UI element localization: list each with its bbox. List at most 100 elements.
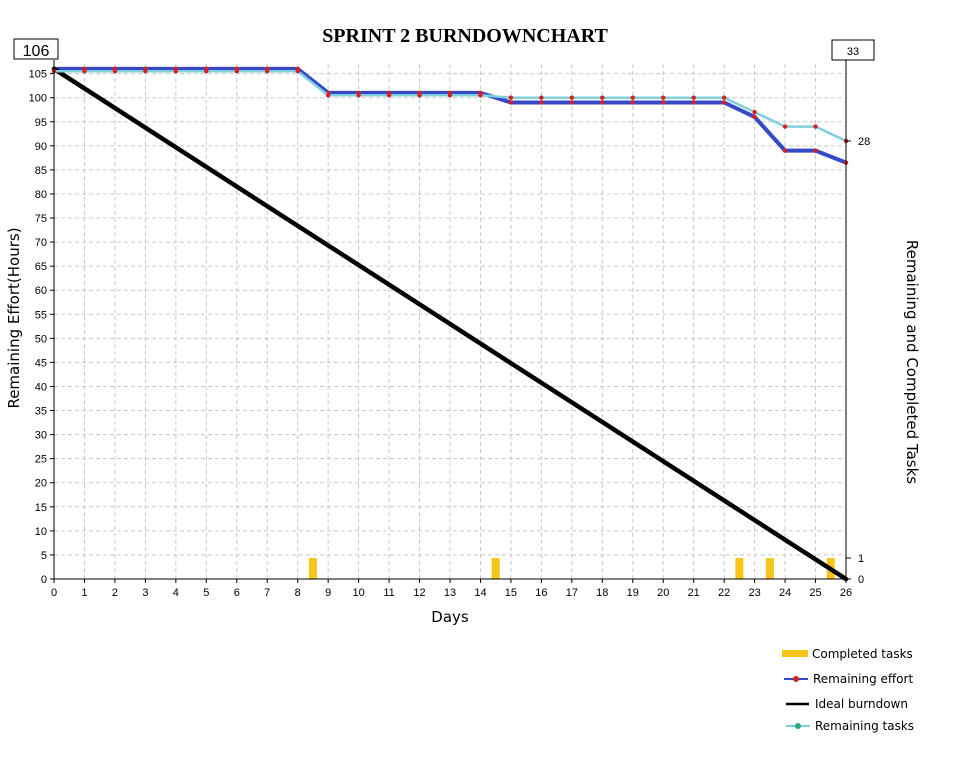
remaining-tasks-point bbox=[721, 95, 727, 100]
y-tick-label: 100 bbox=[29, 93, 47, 105]
remaining-tasks-point bbox=[417, 93, 422, 98]
x-axis-label: Days bbox=[431, 608, 469, 626]
x-tick-label: 6 bbox=[234, 587, 240, 599]
y-tick-label: 30 bbox=[35, 430, 47, 442]
remaining-tasks-point bbox=[539, 95, 544, 100]
remaining-effort-point bbox=[782, 148, 788, 153]
y-tick-label: 40 bbox=[35, 381, 47, 393]
total-tasks-label: 33 bbox=[847, 46, 859, 58]
remaining-tasks-point bbox=[325, 93, 331, 98]
remaining-effort-point bbox=[661, 100, 666, 105]
remaining-tasks-point bbox=[752, 109, 757, 115]
y-tick-label: 70 bbox=[35, 237, 47, 249]
x-tick-label: 22 bbox=[718, 587, 730, 599]
y-tick-label: 35 bbox=[35, 406, 47, 418]
x-tick-label: 13 bbox=[444, 587, 456, 599]
legend-remaining-effort-label: Remaining effort bbox=[813, 672, 913, 686]
remaining-tasks-point bbox=[630, 95, 635, 100]
remaining-tasks-point bbox=[204, 69, 209, 74]
legend-remaining-effort-marker bbox=[793, 676, 799, 682]
x-tick-label: 1 bbox=[81, 587, 87, 599]
x-tick-label: 21 bbox=[688, 587, 700, 599]
y-tick-label: 90 bbox=[35, 141, 47, 153]
y-tick-label: 20 bbox=[35, 478, 47, 490]
remaining-effort-point bbox=[721, 100, 727, 105]
remaining-tasks-point bbox=[447, 93, 453, 98]
completed-tasks-bar bbox=[735, 558, 744, 579]
x-tick-label: 19 bbox=[627, 587, 639, 599]
x-tick-label: 12 bbox=[413, 587, 425, 599]
y-tick-label: 50 bbox=[35, 333, 47, 345]
remaining-effort-point bbox=[752, 114, 757, 120]
y-tick-label: 0 bbox=[41, 574, 47, 586]
grid bbox=[53, 64, 847, 580]
series-lines bbox=[51, 66, 849, 582]
remaining-tasks-point bbox=[356, 93, 361, 98]
legend-ideal-burndown-label: Ideal burndown bbox=[815, 697, 908, 711]
x-tick-label: 26 bbox=[840, 587, 852, 599]
x-tick-label: 14 bbox=[474, 587, 486, 599]
y-tick-label: 60 bbox=[35, 285, 47, 297]
y-tick-label: 85 bbox=[35, 165, 47, 177]
chart-title: SPRINT 2 BURNDOWNCHART bbox=[322, 25, 608, 47]
remaining-tasks-point bbox=[478, 93, 483, 98]
y-tick-label: 55 bbox=[35, 309, 47, 321]
remaining-tasks-point bbox=[508, 95, 514, 100]
remaining-tasks-point bbox=[386, 93, 392, 98]
remaining-effort-point bbox=[600, 100, 605, 105]
remaining-tasks-point bbox=[661, 95, 666, 100]
completed-tasks-bar bbox=[308, 558, 317, 579]
x-tick-label: 9 bbox=[325, 587, 331, 599]
x-tick-label: 10 bbox=[352, 587, 364, 599]
x-tick-label: 2 bbox=[112, 587, 118, 599]
x-tick-label: 24 bbox=[779, 587, 791, 599]
y-tick-label: 45 bbox=[35, 357, 47, 369]
ideal-burndown-line bbox=[51, 66, 849, 582]
remaining-tasks-point bbox=[234, 69, 239, 74]
remaining-tasks-point bbox=[82, 69, 87, 74]
y-tick-label: 105 bbox=[29, 69, 47, 81]
y-tick-label: 65 bbox=[35, 261, 47, 273]
x-tick-label: 17 bbox=[566, 587, 578, 599]
y-tick-label: 10 bbox=[35, 526, 47, 538]
legend-completed-tasks-label: Completed tasks bbox=[812, 647, 913, 661]
x-tick-label: 11 bbox=[383, 587, 394, 599]
completed-tasks-bars bbox=[308, 558, 835, 579]
y-tick-label: 5 bbox=[41, 550, 47, 562]
y2-tick-label: 28 bbox=[858, 136, 870, 148]
legend-remaining-tasks-label: Remaining tasks bbox=[815, 719, 914, 733]
total-tasks-box bbox=[831, 39, 875, 61]
x-tick-label: 4 bbox=[173, 587, 179, 599]
remaining-effort-point bbox=[508, 100, 514, 105]
x-tick-label: 20 bbox=[657, 587, 669, 599]
remaining-tasks-point bbox=[569, 95, 575, 100]
remaining-tasks-point bbox=[295, 69, 300, 74]
remaining-effort-point bbox=[813, 148, 818, 153]
completed-tasks-bar bbox=[765, 558, 774, 579]
remaining-tasks-point bbox=[265, 69, 270, 74]
remaining-tasks-point bbox=[782, 124, 788, 129]
x-tick-label: 7 bbox=[264, 587, 270, 599]
x-tick-label: 8 bbox=[295, 587, 301, 599]
x-tick-label: 15 bbox=[505, 587, 517, 599]
tick-labels: 0 1 2 3 4 5 6 7 8 9 10 11 12 13 14 15 16 17 18 19 20 21 22 23 24… bbox=[29, 69, 871, 599]
start-value-box bbox=[13, 38, 59, 60]
y-axis-label: Remaining Effort(Hours) bbox=[5, 227, 23, 408]
remaining-tasks-point bbox=[691, 95, 696, 100]
remaining-tasks-point bbox=[813, 124, 818, 129]
remaining-tasks-point bbox=[173, 69, 179, 74]
x-tick-label: 23 bbox=[748, 587, 760, 599]
y-tick-label: 25 bbox=[35, 454, 47, 466]
completed-tasks-bar bbox=[491, 558, 500, 579]
x-tick-label: 16 bbox=[535, 587, 547, 599]
remaining-tasks-point bbox=[600, 95, 605, 100]
legend-completed-tasks-swatch bbox=[782, 650, 808, 657]
remaining-effort-point bbox=[569, 100, 575, 105]
remaining-tasks-point bbox=[112, 69, 118, 74]
remaining-effort-point bbox=[691, 100, 696, 105]
y-tick-label: 75 bbox=[35, 213, 47, 225]
axes bbox=[50, 60, 851, 583]
remaining-tasks-point bbox=[143, 69, 148, 74]
start-value-label: 106 bbox=[23, 43, 50, 60]
